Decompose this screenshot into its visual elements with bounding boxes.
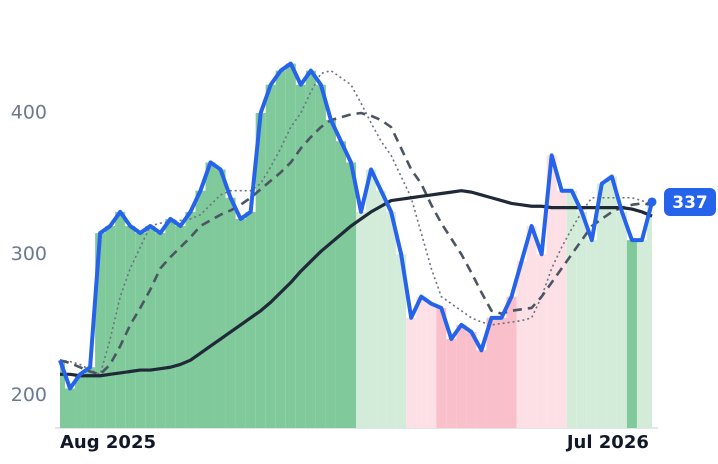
area-band [115,211,126,428]
moving-average-line [59,69,653,376]
area-band [456,324,467,428]
area-band [295,84,306,428]
area-band [476,350,487,428]
area-band [596,183,607,428]
area-band [255,113,266,429]
area-band [165,218,176,428]
area-band [506,296,517,428]
area-band [185,211,196,428]
area-band [265,84,276,428]
area-band [345,162,356,428]
area-band [496,317,507,428]
area-band [135,233,146,428]
area-band [526,226,537,428]
area-band [486,317,497,428]
area-band [366,169,377,428]
y-tick-label: 400 [11,102,47,124]
area-band [586,240,597,428]
area-band [356,211,367,428]
area-band [315,84,326,428]
area-band [325,120,336,428]
area-band [466,331,477,428]
area-band [275,70,286,428]
area-band [536,254,547,428]
area-band [516,261,527,428]
area-band [175,226,186,428]
area-band [305,70,316,428]
area-band [406,317,417,428]
area-band [65,388,76,428]
area-band [426,303,437,428]
area-band [646,201,652,428]
area-band [446,339,457,428]
area-band [396,254,407,428]
x-tick-label: Aug 2025 [60,432,156,453]
area-band [636,240,647,428]
area-band [416,296,427,428]
y-tick-label: 300 [11,243,47,265]
area-band [195,190,206,428]
y-tick-label: 200 [11,384,47,406]
area-band [606,176,617,428]
last-point [647,197,657,207]
area-band [376,190,387,428]
area-band [60,360,66,428]
area-band [386,211,397,428]
area-band [105,226,116,428]
area-band [205,162,216,428]
area-band [436,307,447,428]
area-band [75,374,86,428]
area-band [215,169,226,428]
area-band [285,63,296,428]
x-tick-label: Jul 2026 [565,432,649,453]
area-band [576,211,587,428]
area-band [145,226,156,428]
price-line [58,61,654,391]
area-band [95,233,106,428]
area-band [566,190,577,428]
area-band [125,226,136,428]
area-band [85,367,96,428]
area-band [626,240,637,428]
area-band [616,211,627,428]
moving-average-line [60,189,653,378]
last-value-badge [664,187,716,216]
area-band [225,197,236,428]
last-value-label: 337 [672,193,708,213]
area-band [546,155,557,429]
area-band [556,190,567,428]
area-band [245,211,256,428]
area-band [335,141,346,428]
area-band [155,233,166,428]
